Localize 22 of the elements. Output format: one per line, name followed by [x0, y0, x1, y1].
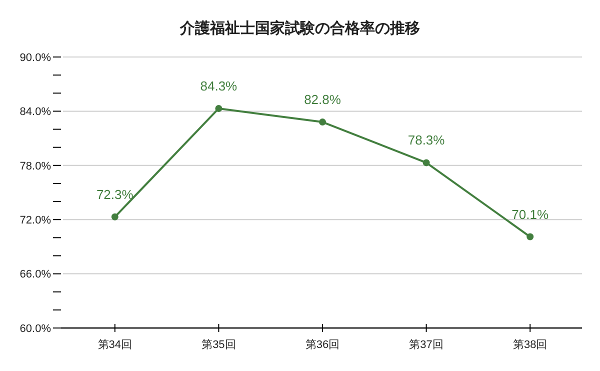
- chart-title: 介護福祉士国家試験の合格率の推移: [179, 19, 420, 37]
- y-tick-label: 72.0%: [20, 214, 52, 226]
- data-label: 70.1%: [512, 206, 549, 222]
- point: [526, 233, 534, 240]
- point: [215, 104, 222, 112]
- x-tick-label: 第34回: [98, 339, 132, 351]
- x-tick-label: 第37回: [409, 339, 444, 351]
- y-tick-label: 78.0%: [20, 160, 52, 172]
- x-tick-label: 第36回: [305, 339, 340, 351]
- point: [111, 213, 118, 220]
- x-tick-label: 第35回: [202, 339, 236, 351]
- y-tick-label: 84.0%: [20, 106, 52, 118]
- point: [422, 159, 430, 166]
- x-tick-label: 第38回: [512, 339, 548, 351]
- data-label: 72.3%: [96, 186, 134, 202]
- y-tick-label: 66.0%: [20, 268, 52, 281]
- y-tick-label: 60.0%: [20, 322, 52, 335]
- data-label: 82.8%: [304, 92, 342, 108]
- data-label: 78.3%: [408, 132, 446, 148]
- y-tick-label: 90.0%: [20, 52, 52, 64]
- data-label: 84.3%: [200, 78, 238, 94]
- point: [319, 118, 326, 126]
